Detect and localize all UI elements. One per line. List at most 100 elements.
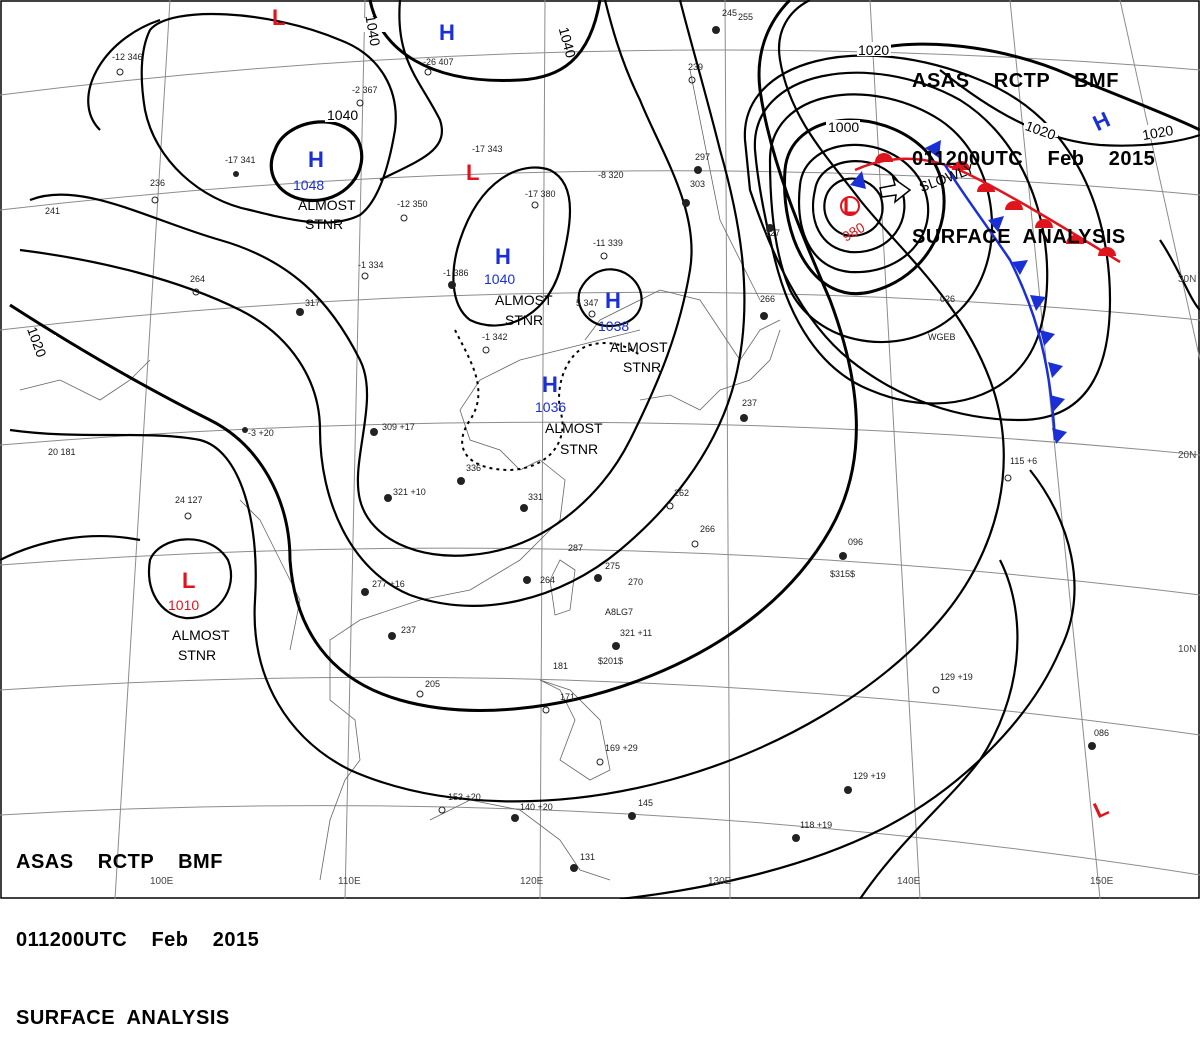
high-pressure-value: 1048 (293, 177, 324, 193)
isobar-1020 (9, 0, 858, 712)
station-obs: 303 (690, 179, 705, 189)
isobar-1040-c (577, 268, 643, 328)
title-line-1: ASAS RCTP BMF (16, 851, 223, 873)
isobar-996 (798, 143, 930, 274)
system-status: ALMOST (172, 627, 230, 643)
station-obs: 181 (553, 661, 568, 671)
isobar-1036 (379, 0, 443, 181)
station-obs: 118 +19 (800, 820, 832, 830)
station-obs: 140 +20 (520, 802, 553, 812)
system-status-2: STNR (305, 216, 343, 232)
station-obs: -8 320 (598, 170, 624, 180)
surface-analysis-map: 1040 1040 1040 1020 1020 1020 1020 1000 … (0, 0, 1200, 899)
station-obs: 266 (700, 524, 715, 534)
station-obs: $201$ (598, 656, 623, 666)
station-obs: -1 342 (482, 332, 508, 342)
station-obs: 317 (305, 298, 320, 308)
station-obs: 275 (605, 561, 620, 571)
station-obs: 227 (765, 228, 780, 238)
station-obs: $315$ (830, 569, 855, 579)
high-pressure-value: 1036 (535, 399, 566, 415)
warm-front (854, 157, 1121, 264)
isobar-label: 1040 (362, 14, 383, 48)
isobar-1040-a (140, 12, 397, 224)
station-obs: 239 (688, 62, 703, 72)
station-obs: 169 +29 (605, 743, 638, 753)
station-obs: -1 386 (443, 268, 469, 278)
isobar-1012-c (743, 54, 1112, 422)
isobar-980 (823, 177, 884, 237)
station-obs: 321 +11 (620, 628, 652, 638)
station-obs: 297 (695, 152, 710, 162)
high-marker: H (495, 244, 511, 269)
station-obs: 026 (940, 294, 955, 304)
station-obs: 287 (568, 543, 583, 553)
station-observations: -26 407 -12 346 -17 341 -2 367 -12 350 -… (45, 8, 1109, 872)
high-pressure-value: 1038 (598, 318, 629, 334)
station-obs: 241 (45, 206, 60, 216)
lat-label: 20N (1178, 450, 1196, 461)
isobar-label: 1020 (1141, 122, 1175, 143)
station-obs: 266 (760, 294, 775, 304)
isobar-1010 (147, 538, 233, 620)
system-status: ALMOST (610, 339, 668, 355)
high-marker: H (605, 288, 621, 313)
isobar-1012 (0, 535, 141, 561)
station-obs: 129 +19 (853, 771, 886, 781)
station-obs: -12 350 (397, 199, 428, 209)
station-obs: 171 (560, 692, 575, 702)
isobar-1040-b (452, 166, 571, 327)
isobar-1016-c (1159, 239, 1200, 311)
isobar-1032 (87, 18, 161, 131)
station-obs: 321 +10 (393, 487, 426, 497)
isobar-1008 (859, 559, 1019, 899)
system-status: ALMOST (298, 197, 356, 213)
system-status-2: STNR (623, 359, 661, 375)
lon-label: 120E (520, 876, 544, 887)
station-obs: 255 (738, 12, 753, 22)
low-pressure-value: 1010 (168, 597, 199, 613)
system-status-2: STNR (505, 312, 543, 328)
high-marker: H (439, 20, 455, 45)
high-marker: H (542, 372, 558, 397)
isobar-1028 (29, 0, 693, 557)
station-obs: 264 (540, 575, 555, 585)
station-obs: 264 (190, 274, 205, 284)
station-obs: -3 +20 (248, 428, 274, 438)
title-line-1: ASAS RCTP BMF (912, 70, 1119, 92)
station-obs: WGEB (928, 332, 956, 342)
station-obs: 205 (425, 679, 440, 689)
low-marker: L (466, 160, 479, 185)
station-obs: 331 (528, 492, 543, 502)
station-obs: 309 +17 (382, 422, 415, 432)
station-obs: -12 346 (112, 52, 143, 62)
lat-label: 10N (1178, 644, 1196, 655)
station-obs: 245 (722, 8, 737, 18)
station-obs: -2 367 (352, 85, 378, 95)
station-obs: -17 341 (225, 155, 256, 165)
cold-front (943, 164, 1057, 441)
isobar-1008-b (753, 71, 1049, 405)
station-obs: 131 (580, 852, 595, 862)
station-obs: 20 181 (48, 447, 76, 457)
isobar-1020-east-b (939, 69, 1200, 147)
movement-arrow-icon (879, 176, 912, 204)
title-line-2: 011200UTC Feb 2015 (16, 929, 260, 951)
lon-label: 100E (150, 876, 174, 887)
isobar-label: 1000 (828, 119, 859, 135)
station-obs: 5 347 (576, 298, 599, 308)
low-marker: L (843, 194, 856, 219)
isobar-1040-top (368, 0, 602, 82)
isobars (0, 0, 1200, 899)
chart-title-bottom-left: ASAS RCTP BMF 011200UTC Feb 2015 SURFACE… (16, 797, 259, 1057)
warm-front-symbols (875, 153, 1116, 256)
station-obs: 24 127 (175, 495, 203, 505)
station-obs: -11 339 (593, 238, 623, 248)
station-obs: 115 +6 (1010, 456, 1037, 466)
trough-lines (454, 329, 641, 472)
isobar-label: 1020 (858, 42, 889, 58)
low-marker: L (182, 568, 195, 593)
isobar-1048 (269, 120, 364, 203)
lon-label: 130E (708, 876, 732, 887)
station-obs: -17 343 (472, 144, 503, 154)
